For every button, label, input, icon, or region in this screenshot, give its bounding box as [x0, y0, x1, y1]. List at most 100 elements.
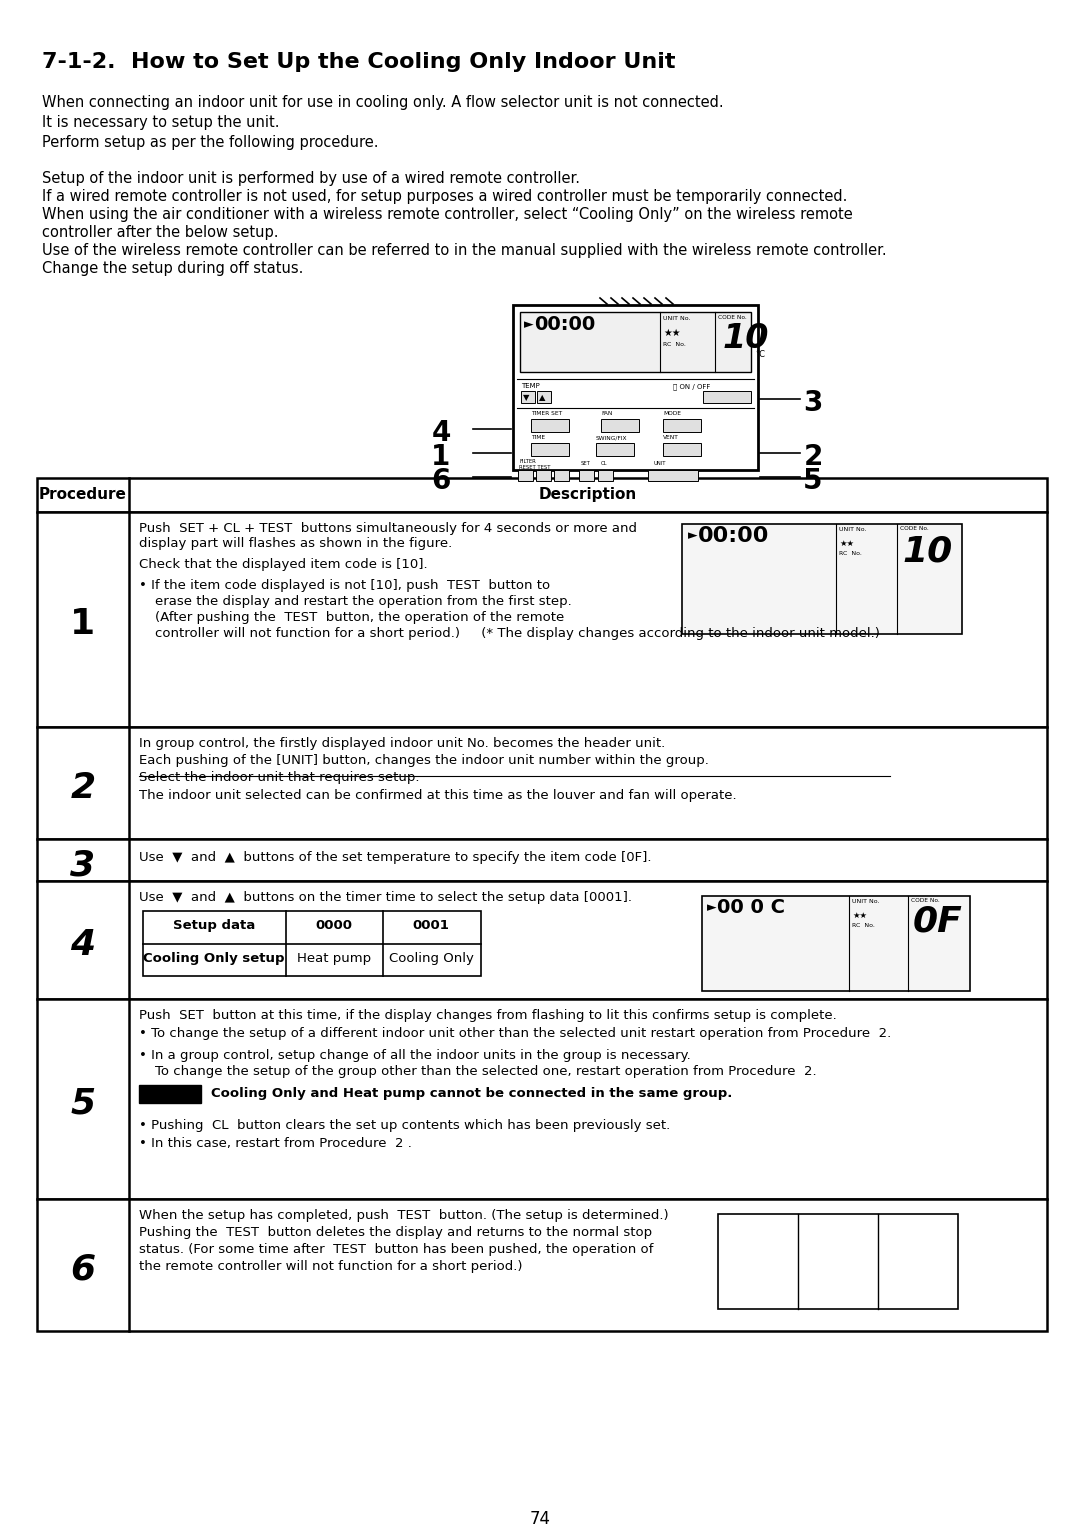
- Bar: [598, 471, 613, 481]
- Text: UNIT No.: UNIT No.: [663, 316, 690, 321]
- Bar: [703, 391, 751, 403]
- Text: FAN: FAN: [600, 411, 612, 416]
- Text: Select the indoor unit that requires setup.: Select the indoor unit that requires set…: [139, 772, 419, 784]
- Bar: [663, 419, 701, 432]
- Text: 6: 6: [70, 1253, 95, 1287]
- Text: SWING/FIX: SWING/FIX: [596, 435, 627, 440]
- Text: 2: 2: [70, 772, 95, 805]
- Text: When connecting an indoor unit for use in cooling only. A flow selector unit is : When connecting an indoor unit for use i…: [42, 95, 724, 110]
- Text: VENT: VENT: [663, 435, 678, 440]
- Text: ►: ►: [688, 529, 698, 542]
- Bar: [518, 471, 534, 481]
- Bar: [663, 443, 701, 455]
- Bar: [718, 1215, 958, 1309]
- Text: status. (For some time after  TEST  button has been pushed, the operation of: status. (For some time after TEST button…: [139, 1242, 653, 1256]
- Bar: [37, 727, 1047, 839]
- Text: • In a group control, setup change of all the indoor units in the group is neces: • In a group control, setup change of al…: [139, 1050, 691, 1062]
- Bar: [536, 471, 551, 481]
- Text: 1: 1: [70, 607, 95, 642]
- Text: CODE No.: CODE No.: [718, 315, 746, 319]
- Text: 4: 4: [431, 419, 450, 448]
- Text: (After pushing the  TEST  button, the operation of the remote: (After pushing the TEST button, the oper…: [156, 611, 564, 623]
- Text: • If the item code displayed is not [10], push  TEST  button to: • If the item code displayed is not [10]…: [139, 579, 550, 591]
- Text: Push  SET  button at this time, if the display changes from flashing to lit this: Push SET button at this time, if the dis…: [139, 1008, 837, 1022]
- Text: Cooling Only: Cooling Only: [389, 952, 473, 966]
- Text: 0000: 0000: [315, 918, 352, 932]
- Text: ★★: ★★: [839, 539, 854, 549]
- Bar: [37, 839, 1047, 882]
- Text: 0001: 0001: [413, 918, 449, 932]
- Bar: [513, 306, 758, 471]
- Text: 74: 74: [529, 1510, 551, 1528]
- Text: the remote controller will not function for a short period.): the remote controller will not function …: [139, 1261, 523, 1273]
- Text: erase the display and restart the operation from the first step.: erase the display and restart the operat…: [156, 594, 571, 608]
- Text: ⓘ ON / OFF: ⓘ ON / OFF: [673, 384, 711, 390]
- Text: ►: ►: [707, 902, 717, 914]
- Text: ▼: ▼: [523, 393, 529, 402]
- Text: UNIT: UNIT: [653, 461, 665, 466]
- Bar: [596, 443, 634, 455]
- Text: 6: 6: [431, 468, 450, 495]
- Bar: [600, 419, 639, 432]
- Text: RC  No.: RC No.: [663, 342, 686, 347]
- Bar: [521, 391, 535, 403]
- Text: UNIT No.: UNIT No.: [839, 527, 866, 532]
- Bar: [37, 999, 1047, 1199]
- Text: 5: 5: [70, 1086, 95, 1122]
- Text: • Pushing  CL  button clears the set up contents which has been previously set.: • Pushing CL button clears the set up co…: [139, 1118, 671, 1132]
- Text: 00 0 C: 00 0 C: [717, 898, 785, 917]
- Text: 3: 3: [804, 390, 823, 417]
- Text: TEMP: TEMP: [521, 384, 540, 390]
- Text: Use  ▼  and  ▲  buttons on the timer time to select the setup data [0001].: Use ▼ and ▲ buttons on the timer time to…: [139, 891, 632, 905]
- Bar: [537, 391, 551, 403]
- Text: • In this case, restart from Procedure  2 .: • In this case, restart from Procedure 2…: [139, 1137, 411, 1151]
- Text: Description: Description: [539, 487, 637, 503]
- Text: ★★: ★★: [852, 911, 867, 920]
- Text: CODE No.: CODE No.: [900, 526, 929, 532]
- Text: RC  No.: RC No.: [852, 923, 875, 927]
- Text: RESET TEST: RESET TEST: [519, 465, 551, 471]
- Text: Heat pump: Heat pump: [297, 952, 372, 966]
- Bar: [37, 1199, 1047, 1331]
- Bar: [519, 312, 751, 371]
- Bar: [37, 512, 1047, 727]
- Bar: [531, 419, 569, 432]
- Bar: [37, 478, 1047, 512]
- Text: If a wired remote controller is not used, for setup purposes a wired controller : If a wired remote controller is not used…: [42, 189, 848, 205]
- Bar: [143, 911, 481, 976]
- Bar: [681, 524, 962, 634]
- Text: 10: 10: [723, 322, 769, 354]
- Text: 2: 2: [804, 443, 823, 471]
- Text: 10: 10: [902, 533, 953, 568]
- Text: Cooling Only setup: Cooling Only setup: [144, 952, 285, 966]
- Text: To change the setup of the group other than the selected one, restart operation : To change the setup of the group other t…: [156, 1065, 816, 1077]
- Text: Perform setup as per the following procedure.: Perform setup as per the following proce…: [42, 134, 378, 150]
- Text: UNIT No.: UNIT No.: [852, 898, 879, 905]
- Text: 5: 5: [804, 468, 823, 495]
- Text: The indoor unit selected can be confirmed at this time as the louver and fan wil: The indoor unit selected can be confirme…: [139, 788, 737, 802]
- Text: TIME: TIME: [531, 435, 545, 440]
- Text: display part will flashes as shown in the figure.: display part will flashes as shown in th…: [139, 536, 453, 550]
- Text: Use  ▼  and  ▲  buttons of the set temperature to specify the item code [0F].: Use ▼ and ▲ buttons of the set temperatu…: [139, 851, 651, 863]
- Bar: [554, 471, 569, 481]
- Bar: [648, 471, 698, 481]
- Text: Cooling Only and Heat pump cannot be connected in the same group.: Cooling Only and Heat pump cannot be con…: [211, 1086, 732, 1100]
- Bar: [37, 882, 1047, 999]
- Text: Each pushing of the [UNIT] button, changes the indoor unit number within the gro: Each pushing of the [UNIT] button, chang…: [139, 753, 708, 767]
- Text: Pushing the  TEST  button deletes the display and returns to the normal stop: Pushing the TEST button deletes the disp…: [139, 1225, 652, 1239]
- Text: 7-1-2.  How to Set Up the Cooling Only Indoor Unit: 7-1-2. How to Set Up the Cooling Only In…: [42, 52, 675, 72]
- Text: ▲: ▲: [539, 393, 545, 402]
- Text: ★★: ★★: [663, 329, 680, 338]
- Text: 4: 4: [70, 927, 95, 963]
- Text: 3: 3: [70, 848, 95, 882]
- Bar: [702, 895, 970, 992]
- Text: °C: °C: [755, 350, 765, 359]
- Text: It is necessary to setup the unit.: It is necessary to setup the unit.: [42, 115, 280, 130]
- Text: 00:00: 00:00: [698, 526, 769, 545]
- Text: When using the air conditioner with a wireless remote controller, select “Coolin: When using the air conditioner with a wi…: [42, 206, 853, 222]
- Text: controller will not function for a short period.)     (* The display changes acc: controller will not function for a short…: [156, 626, 880, 640]
- Text: 0F: 0F: [913, 905, 962, 938]
- Bar: [139, 1085, 201, 1103]
- Text: Change the setup during off status.: Change the setup during off status.: [42, 261, 303, 277]
- Text: 1: 1: [431, 443, 450, 471]
